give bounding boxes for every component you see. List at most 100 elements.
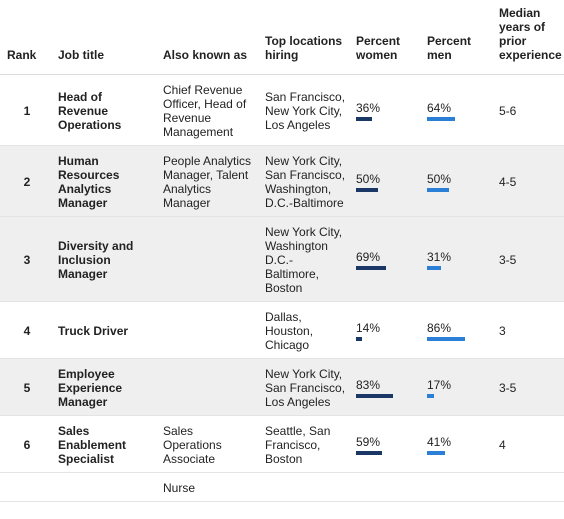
also-known-as: Nurse xyxy=(163,481,196,495)
percent-label: 31% xyxy=(427,250,452,264)
bar xyxy=(427,266,441,270)
percent-label: 86% xyxy=(427,321,452,335)
bar xyxy=(427,451,446,455)
cell: 6 xyxy=(0,415,52,473)
cell xyxy=(259,472,350,502)
percent-label: 69% xyxy=(356,250,381,264)
cell: Chief Revenue Officer, Head of Revenue M… xyxy=(157,74,259,146)
bar xyxy=(427,188,449,192)
cell: Sales Operations Associate xyxy=(157,415,259,473)
table-row: 6 Sales Enablement Specialist Sales Operat… xyxy=(0,415,564,473)
cell: 64% xyxy=(421,74,493,146)
rank: 6 xyxy=(23,438,31,452)
jobs-table: Rank Job title Also known as Top locations … xyxy=(0,0,564,502)
cell: 50% xyxy=(421,145,493,217)
percent-label: 50% xyxy=(356,172,381,186)
column-header: Also known as xyxy=(157,0,259,75)
bar xyxy=(427,117,456,121)
cell: 4-5 xyxy=(493,145,564,217)
job-title: Truck Driver xyxy=(58,324,129,338)
cell xyxy=(350,472,421,502)
percent-label: 36% xyxy=(356,101,381,115)
cell xyxy=(0,472,52,502)
percent-label: 59% xyxy=(356,435,381,449)
cell: People Analytics Manager, Talent Analyti… xyxy=(157,145,259,217)
bar xyxy=(356,188,378,192)
top-locations: San Francisco, New York City, Los Angele… xyxy=(265,90,346,132)
table-row: 2 Human Resources Analytics Manager People… xyxy=(0,145,564,217)
cell: Head of Revenue Operations xyxy=(52,74,157,146)
rank: 2 xyxy=(23,175,31,189)
bar xyxy=(427,394,435,398)
table-body: 1 Head of Revenue Operations Chief Revenue… xyxy=(0,74,564,502)
cell xyxy=(157,216,259,302)
job-title: Human Resources Analytics Manager xyxy=(58,154,120,210)
percent-label: 83% xyxy=(356,378,381,392)
median-years: 3-5 xyxy=(499,381,517,395)
cell: 41% xyxy=(421,415,493,473)
cell: 14% xyxy=(350,301,421,359)
median-years: 5-6 xyxy=(499,104,517,118)
percent-label: 64% xyxy=(427,101,452,115)
cell: 4 xyxy=(0,301,52,359)
percent-label: 50% xyxy=(427,172,452,186)
column-header: Median years of prior experience xyxy=(493,0,564,75)
also-known-as: Chief Revenue Officer, Head of Revenue M… xyxy=(163,83,247,139)
cell: Diversity and Inclusion Manager xyxy=(52,216,157,302)
median-years: 4-5 xyxy=(499,175,517,189)
cell: 4 xyxy=(493,415,564,473)
table-row: Nurse xyxy=(0,472,564,502)
cell: 3 xyxy=(0,216,52,302)
cell: 69% xyxy=(350,216,421,302)
cell: 2 xyxy=(0,145,52,217)
cell: Dallas, Houston, Chicago xyxy=(259,301,350,359)
job-title: Head of Revenue Operations xyxy=(58,90,122,132)
percent-label: 14% xyxy=(356,321,381,335)
cell: New York City, Washington D.C.-Baltimore… xyxy=(259,216,350,302)
rank: 4 xyxy=(23,324,31,338)
cell: 5 xyxy=(0,358,52,416)
column-header: Rank xyxy=(0,0,52,75)
table-row: 3 Diversity and Inclusion Manager New York… xyxy=(0,216,564,302)
cell: 17% xyxy=(421,358,493,416)
bar xyxy=(356,266,387,270)
cell: New York City, San Francisco, Los Angele… xyxy=(259,358,350,416)
median-years: 3 xyxy=(499,324,506,338)
also-known-as: Sales Operations Associate xyxy=(163,424,222,466)
rank: 5 xyxy=(23,381,31,395)
also-known-as: People Analytics Manager, Talent Analyti… xyxy=(163,154,252,210)
cell: Seattle, San Francisco, Boston xyxy=(259,415,350,473)
cell: 31% xyxy=(421,216,493,302)
cell: 5-6 xyxy=(493,74,564,146)
top-locations: Seattle, San Francisco, Boston xyxy=(265,424,331,466)
cell: Sales Enablement Specialist xyxy=(52,415,157,473)
cell xyxy=(421,472,493,502)
cell xyxy=(493,472,564,502)
cell xyxy=(157,358,259,416)
cell: 3-5 xyxy=(493,358,564,416)
bar xyxy=(427,337,465,341)
bar xyxy=(356,337,363,341)
bar xyxy=(356,451,382,455)
cell: 86% xyxy=(421,301,493,359)
column-header: Percent men xyxy=(421,0,493,75)
percent-label: 41% xyxy=(427,435,452,449)
job-title: Diversity and Inclusion Manager xyxy=(58,239,134,281)
cell: 50% xyxy=(350,145,421,217)
median-years: 3-5 xyxy=(499,253,517,267)
rank: 1 xyxy=(23,104,31,118)
cell: 3-5 xyxy=(493,216,564,302)
table-row: 1 Head of Revenue Operations Chief Revenue… xyxy=(0,74,564,146)
cell: 36% xyxy=(350,74,421,146)
cell: 1 xyxy=(0,74,52,146)
column-header: Percent women xyxy=(350,0,421,75)
cell xyxy=(157,301,259,359)
cell: 59% xyxy=(350,415,421,473)
cell xyxy=(52,472,157,502)
cell: 3 xyxy=(493,301,564,359)
cell: Human Resources Analytics Manager xyxy=(52,145,157,217)
header-row: Rank Job title Also known as Top locations … xyxy=(0,0,564,75)
rank: 3 xyxy=(23,253,31,267)
percent-label: 17% xyxy=(427,378,452,392)
